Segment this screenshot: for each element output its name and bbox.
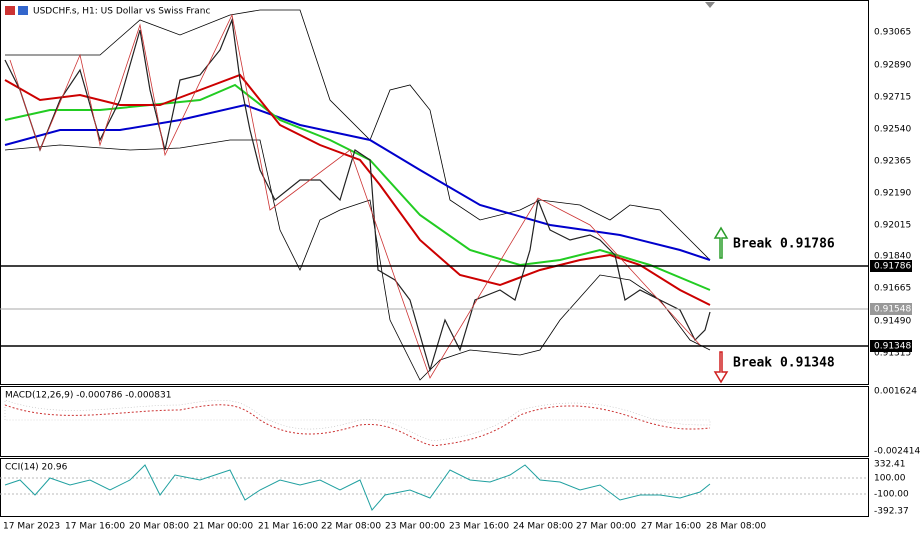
- price-label: 0.92365: [874, 157, 911, 167]
- cci-axis-label: 332.41: [874, 460, 906, 470]
- price-label: 0.91490: [874, 317, 911, 327]
- level-box: [870, 340, 912, 352]
- icon: [5, 6, 15, 15]
- price-label: 0.92715: [874, 93, 911, 103]
- price-label: 0.92190: [874, 189, 911, 199]
- macd-histogram: [4, 399, 711, 441]
- scroll-marker: [705, 2, 715, 8]
- cci-axis-label: -392.37: [874, 507, 909, 517]
- macd-axis-label: 0.001624: [874, 387, 917, 397]
- price-axis: 0.93065 0.92890 0.92715 0.92540 0.92365 …: [870, 28, 912, 359]
- time-label: 27 Mar 00:00: [576, 522, 636, 532]
- time-label: 28 Mar 08:00: [706, 522, 766, 532]
- level-label: 0.91786: [874, 262, 911, 272]
- up-arrow: [713, 226, 729, 259]
- price-lines: [4, 9, 711, 381]
- icon: [18, 6, 28, 15]
- time-axis: 17 Mar 2023 17 Mar 16:00 20 Mar 08:00 21…: [3, 522, 766, 532]
- price-label: 0.91315: [874, 349, 911, 359]
- time-label: 23 Mar 16:00: [449, 522, 509, 532]
- break-down-label: Break 0.91348: [733, 356, 835, 371]
- level-label: 0.91348: [874, 342, 911, 352]
- time-label: 24 Mar 08:00: [513, 522, 573, 532]
- price-label: 0.91665: [874, 284, 911, 294]
- cci-line: [4, 464, 711, 511]
- down-arrow: [713, 351, 729, 384]
- chart-title: USDCHF.s, H1: US Dollar vs Swiss Franc: [33, 7, 210, 17]
- price-label: 0.91840: [874, 252, 911, 262]
- price-label: 0.92015: [874, 221, 911, 231]
- time-label: 27 Mar 16:00: [641, 522, 701, 532]
- cci-axis-label: -100.00: [874, 490, 909, 500]
- cci-axis-label: 100.00: [874, 474, 906, 484]
- price-label: 0.92540: [874, 125, 911, 135]
- time-label: 21 Mar 16:00: [258, 522, 318, 532]
- macd-signal: [4, 404, 711, 447]
- time-label: 21 Mar 00:00: [193, 522, 253, 532]
- time-label: 22 Mar 08:00: [321, 522, 381, 532]
- macd-axis-label: -0.002414: [874, 447, 920, 457]
- break-up-label: Break 0.91786: [733, 237, 835, 252]
- time-label: 17 Mar 2023: [3, 522, 60, 532]
- price-label: 0.92890: [874, 61, 911, 71]
- level-box: [870, 260, 912, 272]
- time-label: 17 Mar 16:00: [65, 522, 125, 532]
- time-label: 23 Mar 00:00: [385, 522, 445, 532]
- level-box: [870, 303, 912, 315]
- level-label: 0.91548: [874, 305, 911, 315]
- time-label: 20 Mar 08:00: [129, 522, 189, 532]
- panel-frames: [0, 0, 869, 517]
- price-label: 0.93065: [874, 28, 911, 38]
- macd-label: MACD(12,26,9) -0.000786 -0.000831: [5, 391, 171, 401]
- cci-label: CCI(14) 20.96: [5, 463, 68, 473]
